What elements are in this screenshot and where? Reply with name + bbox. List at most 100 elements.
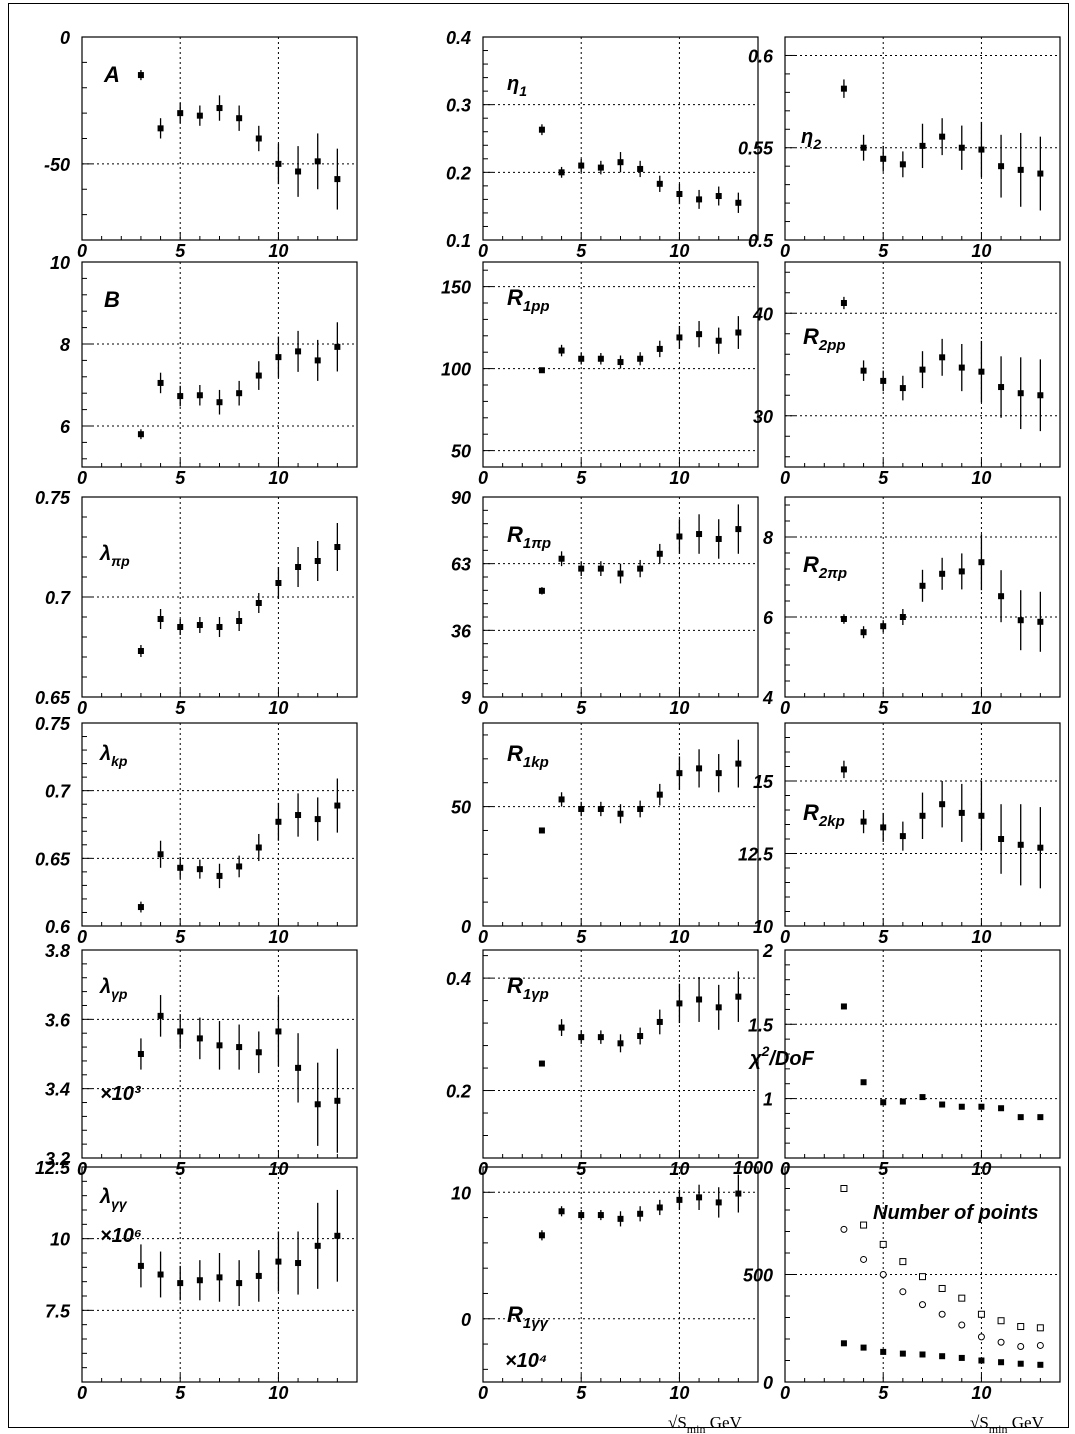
x-tick-label: 0 (478, 468, 488, 488)
data-point (334, 802, 341, 809)
data-point (919, 1301, 926, 1309)
y-tick-label: 0.3 (446, 96, 471, 116)
y-tick-label: 0.1 (446, 231, 471, 251)
data-point (334, 1097, 341, 1104)
data-point (840, 300, 847, 306)
panel-label: λkp (99, 743, 128, 769)
data-point (216, 399, 223, 406)
data-point (656, 345, 663, 352)
data-point (597, 565, 604, 572)
panel-17: 10 0 0 5 10 R1γγ ×10⁴ (451, 1166, 759, 1403)
y-tick-label: 3.4 (45, 1080, 70, 1100)
data-point (860, 818, 867, 825)
x-tick-label: 10 (971, 698, 991, 718)
y-tick-label: 9 (461, 688, 471, 708)
data-point (919, 812, 926, 819)
y-tick-label: 0.65 (35, 849, 71, 869)
data-point (558, 796, 565, 803)
data-point (880, 1348, 887, 1355)
data-point (617, 570, 624, 577)
plot-frame (482, 496, 759, 698)
data-point (177, 624, 184, 630)
x-tick-label: 5 (175, 468, 186, 488)
panel-label: R1kp (507, 741, 549, 771)
y-tick-label: 12.5 (738, 845, 774, 865)
data-point (696, 765, 703, 772)
data-point (715, 770, 722, 777)
data-point (177, 393, 184, 400)
x-tick-label: 5 (175, 1383, 186, 1403)
x-tick-label: 10 (971, 1383, 991, 1403)
panel-10: 0.75 0.7 0.65 0.6 0 5 10 λkp (35, 714, 358, 947)
data-point (1017, 166, 1024, 173)
y-tick-label: 50 (451, 798, 471, 818)
data-point (860, 367, 867, 374)
data-point (314, 558, 321, 564)
data-point (236, 115, 243, 122)
data-point (939, 133, 946, 140)
y-tick-label: 3.2 (45, 1149, 70, 1169)
plot-frame (482, 36, 759, 241)
x-tick-label: 5 (175, 698, 186, 718)
y-tick-label: 1 (763, 1090, 773, 1110)
data-point (617, 810, 624, 817)
data-point (696, 196, 703, 203)
panel-label: λγγ (99, 1186, 128, 1212)
data-point (998, 1105, 1005, 1112)
data-point (295, 564, 302, 570)
data-point (656, 1018, 663, 1025)
data-point (137, 1262, 144, 1269)
data-point (696, 531, 703, 538)
data-point (275, 1028, 282, 1035)
y-tick-label: 0 (763, 1373, 773, 1393)
data-point (840, 766, 847, 773)
panel-label: λπp (99, 543, 130, 569)
data-point (538, 587, 545, 594)
x-tick-label: 5 (175, 241, 186, 261)
data-point (295, 348, 302, 355)
data-point (978, 559, 985, 566)
data-point (998, 1359, 1005, 1366)
data-point (314, 1242, 321, 1249)
y-tick-label: 90 (451, 488, 471, 508)
x-tick-label: 10 (669, 241, 689, 261)
panel-label: A (103, 62, 120, 87)
y-tick-label: 8 (763, 528, 773, 548)
panel-7: 0.75 0.7 0.65 0 5 10 λπp (35, 488, 358, 718)
panel-label: R1γγ (507, 1302, 550, 1332)
y-tick-label: 500 (743, 1266, 773, 1286)
data-point (1037, 844, 1044, 851)
data-point (958, 809, 965, 816)
panel-9: 8 6 4 0 5 10 R2πp (762, 496, 1061, 718)
data-point (275, 818, 282, 825)
x-tick-label: 5 (878, 241, 889, 261)
data-point (899, 161, 906, 168)
data-point (899, 1288, 907, 1296)
data-point (637, 1033, 644, 1040)
data-point (880, 377, 887, 384)
x-tick-label: 0 (780, 1383, 790, 1403)
data-point (696, 1194, 703, 1201)
data-point (1017, 1323, 1025, 1331)
data-point (735, 1190, 742, 1197)
panel-label: χ2/DoF (748, 1043, 815, 1070)
y-tick-label: 10 (451, 1183, 471, 1203)
x-tick-label: 10 (669, 698, 689, 718)
data-point (216, 1042, 223, 1049)
data-point (578, 565, 585, 572)
y-tick-label: 12.5 (35, 1158, 71, 1178)
data-point (978, 1357, 985, 1364)
data-point (578, 1034, 585, 1041)
y-tick-label: 1000 (733, 1158, 773, 1178)
y-tick-label: 0.7 (45, 588, 71, 608)
data-point (899, 1098, 906, 1105)
data-point (676, 533, 683, 540)
x-tick-label: 10 (971, 927, 991, 947)
x-tick-label: 10 (971, 468, 991, 488)
data-point (938, 1284, 946, 1292)
data-point (656, 791, 663, 798)
data-point (334, 176, 341, 183)
data-point (637, 355, 644, 362)
y-tick-label: 0.5 (748, 231, 774, 251)
data-point (236, 863, 243, 870)
